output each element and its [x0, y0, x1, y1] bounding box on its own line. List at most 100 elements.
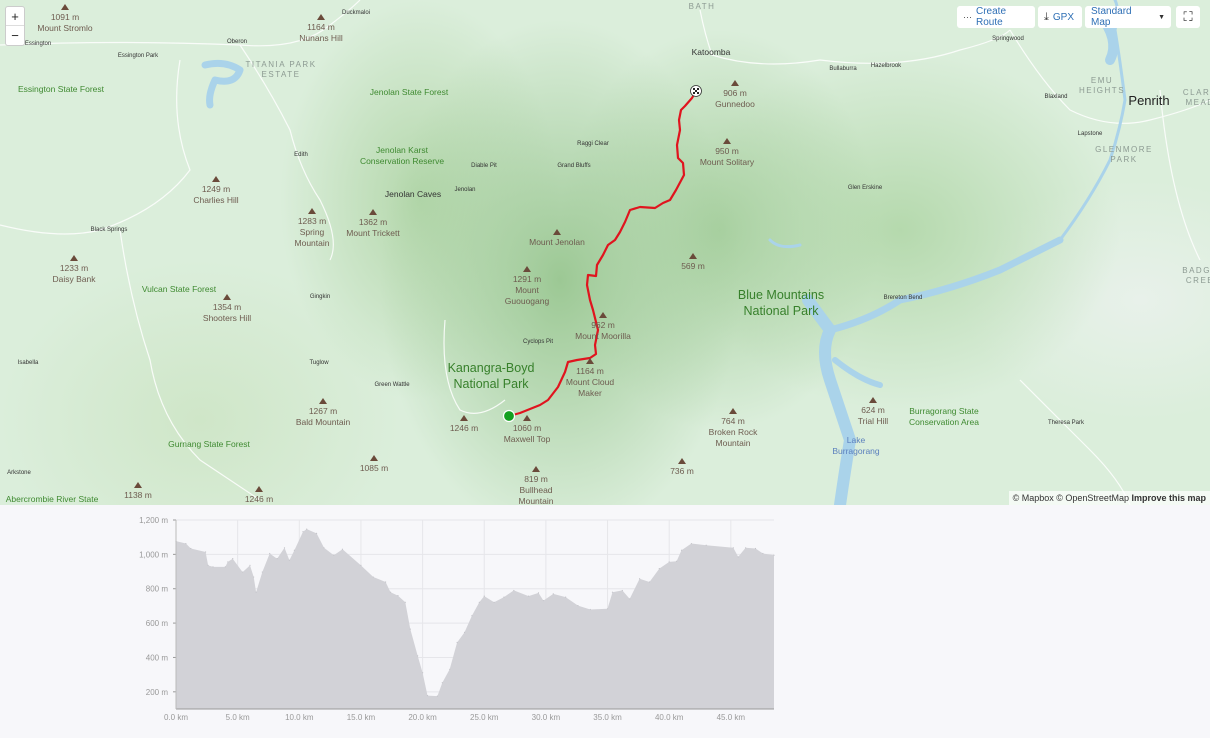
- peak-icon: [586, 358, 594, 364]
- place-label: Brereton Bend: [883, 295, 923, 301]
- peak-name: Nunans Hill: [299, 33, 343, 43]
- elevation-point: [680, 549, 683, 551]
- park-label: Jenolan State Forest: [369, 87, 449, 97]
- x-tick-label: 0.0 km: [164, 713, 188, 722]
- park-label: Vulcan State Forest: [141, 284, 217, 294]
- mapbox-link[interactable]: © Mapbox: [1012, 493, 1054, 503]
- create-route-button[interactable]: ⋯ Create Route: [957, 6, 1035, 28]
- elevation-point: [629, 598, 631, 600]
- peak-name: Bullhead Mountain: [518, 485, 554, 505]
- peak-name: Mount Guouogang: [504, 285, 550, 306]
- y-tick-label: 1,000 m: [139, 550, 168, 559]
- elevation-point: [409, 628, 411, 630]
- zoom-out-button[interactable]: −: [11, 28, 19, 43]
- place-label: Isabella: [17, 360, 39, 366]
- peak-elevation: 1060 m: [512, 423, 542, 433]
- suburb-label: TITANIA PARK ESTATE: [245, 60, 317, 79]
- peak-icon: [553, 229, 561, 235]
- y-tick-label: 800 m: [146, 585, 169, 594]
- elevation-point: [762, 552, 764, 555]
- route-line[interactable]: [508, 90, 697, 418]
- elevation-point: [261, 571, 263, 573]
- elevation-point: [503, 596, 505, 598]
- elevation-point: [241, 571, 244, 573]
- elevation-point: [639, 578, 641, 580]
- peak-elevation: 1164 m: [576, 366, 604, 376]
- elevation-point: [754, 547, 757, 550]
- park-label: Blue Mountains National Park: [737, 288, 825, 318]
- elevation-point: [212, 566, 214, 568]
- improve-map-link[interactable]: Improve this map: [1131, 493, 1206, 503]
- peak-elevation: 962 m: [591, 320, 615, 330]
- suburb-label: EMU HEIGHTS: [1078, 76, 1126, 95]
- start-marker[interactable]: [502, 409, 516, 423]
- peak-icon: [212, 176, 220, 182]
- finish-flag-icon[interactable]: [690, 85, 702, 97]
- elevation-point: [224, 566, 226, 568]
- x-tick-label: 40.0 km: [655, 713, 684, 722]
- elevation-point: [404, 601, 406, 603]
- peak-elevation: 819 m: [524, 474, 548, 484]
- peak-icon: [731, 80, 739, 86]
- place-label: Penrith: [1128, 93, 1170, 108]
- peak-icon: [319, 398, 327, 404]
- peak-name: Bald Mountain: [295, 417, 351, 427]
- elevation-point: [315, 532, 318, 535]
- peak-elevation: 1164 m: [307, 22, 335, 32]
- elevation-point: [360, 564, 362, 566]
- elevation-point: [621, 589, 623, 592]
- peak-icon: [370, 455, 378, 461]
- peak-icon: [61, 4, 69, 10]
- elevation-point: [436, 695, 438, 697]
- x-tick-label: 10.0 km: [285, 713, 314, 722]
- place-label: Glen Erskine: [847, 185, 883, 191]
- place-label: Katoomba: [691, 47, 731, 57]
- route-map[interactable]: 1091 m Mount Stromlo 1164 m Nunans Hill 1249…: [0, 0, 1210, 505]
- elevation-chart[interactable]: 1,200 m 1,000 m 800 m 600 m 400 m 200 m 0.0 km…: [0, 505, 1210, 738]
- peak-elevation: 1091 m: [50, 12, 80, 22]
- elevation-point: [463, 631, 466, 633]
- y-tick-label: 400 m: [146, 653, 169, 662]
- place-label: Bullaburra: [829, 66, 857, 72]
- suburb-label: BATH: [688, 2, 716, 11]
- elevation-point: [190, 547, 192, 550]
- map-style-label: Standard Map: [1091, 6, 1132, 28]
- park-label: Abercrombie River State: [5, 494, 99, 504]
- gpx-label: GPX: [1052, 11, 1074, 23]
- map-style-dropdown[interactable]: Standard Map ▼: [1085, 6, 1171, 28]
- peak-icon: [523, 266, 531, 272]
- place-label: Essington Park: [117, 53, 159, 59]
- peak-icon: [460, 415, 468, 421]
- elevation-point: [207, 564, 209, 566]
- place-label: Jenolan: [454, 187, 476, 193]
- zoom-in-button[interactable]: +: [6, 7, 24, 26]
- osm-link[interactable]: © OpenStreetMap: [1056, 493, 1129, 503]
- elevation-point: [705, 544, 707, 546]
- elevation-point: [745, 547, 747, 549]
- lake-burragorang: [201, 0, 1127, 505]
- park-label: Jenolan Karst Conservation Reserve: [359, 145, 445, 166]
- elevation-area[interactable]: [176, 529, 774, 709]
- elevation-point: [185, 542, 187, 545]
- elevation-point: [471, 615, 473, 617]
- x-tick-label: 20.0 km: [408, 713, 437, 722]
- x-tick-label: 30.0 km: [532, 713, 561, 722]
- place-label: Hazelbrook: [870, 63, 902, 69]
- place-label: Raggi Clear: [577, 141, 609, 147]
- peak-elevation: 1267 m: [308, 406, 338, 416]
- elevation-point: [565, 596, 567, 598]
- fullscreen-button[interactable]: ⛶: [1176, 6, 1200, 28]
- place-label: Oberon: [226, 39, 248, 45]
- park-label: Essington State Forest: [18, 84, 104, 94]
- gpx-button[interactable]: ⤓ GPX: [1038, 6, 1082, 28]
- suburb-label: BADGE CREE: [1182, 266, 1210, 285]
- place-label: Grand Bluffs: [557, 163, 591, 169]
- elevation-point: [577, 604, 579, 607]
- peak-icon: [317, 14, 325, 20]
- elevation-point: [537, 592, 540, 594]
- peak-elevation: 624 m: [861, 405, 885, 415]
- place-label: Blaxland: [1044, 94, 1068, 100]
- route-icon: ⋯: [963, 11, 972, 22]
- x-tick-label: 35.0 km: [593, 713, 622, 722]
- y-tick-label: 200 m: [146, 688, 169, 697]
